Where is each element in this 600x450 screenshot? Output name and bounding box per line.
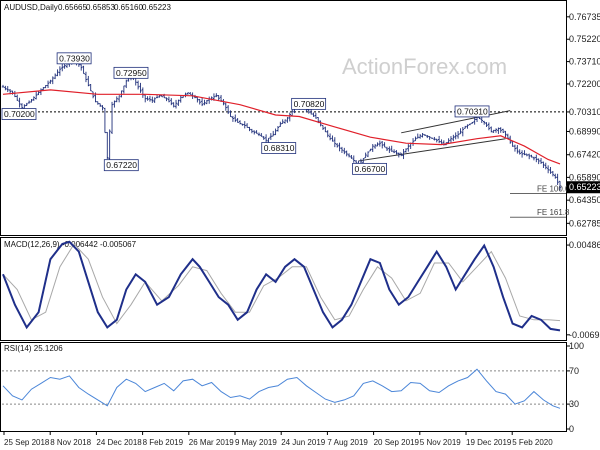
x-axis-label: 25 Sep 2018 — [4, 438, 50, 447]
price-axis-label: 0.67420 — [569, 150, 600, 160]
watermark: ActionForex.com — [342, 54, 507, 79]
x-axis-label: 8 Feb 2019 — [143, 438, 184, 447]
price-annotation-label: 0.66700 — [355, 164, 386, 174]
price-axis-label: 0.70310 — [569, 107, 600, 117]
macd-signal-line — [2, 243, 561, 325]
rsi-line — [2, 368, 561, 409]
price-header-close: 0.65223 — [142, 3, 171, 12]
price-annotation-box — [1, 108, 37, 120]
rsi-panel-frame — [0, 342, 567, 432]
channel-line — [401, 110, 511, 134]
price-panel-frame — [0, 0, 567, 236]
price-annotation-box — [454, 105, 490, 118]
rsi-axis-label: 100 — [569, 341, 584, 351]
fibonacci-label: FE 100.0 — [537, 185, 570, 194]
price-annotation-label: 0.68310 — [264, 143, 295, 153]
price-annotation-box — [352, 162, 387, 175]
ema-line — [2, 89, 561, 165]
price-axis-label: 0.73710 — [569, 57, 600, 67]
macd-title: MACD(12,26,9) -0.006442 -0.005067 — [4, 240, 137, 249]
price-axis-label: 0.68990 — [569, 126, 600, 136]
price-axis-label: 0.64350 — [569, 195, 600, 205]
price-axis-label: 0.76735 — [569, 12, 600, 22]
macd-axis-label: 0.004864 — [569, 240, 600, 250]
rsi-title: RSI(14) 25.1206 — [4, 344, 63, 353]
rsi-axis-label: 30 — [569, 399, 579, 409]
rsi-axis-label: 70 — [569, 366, 579, 376]
price-annotation-label: 0.73930 — [59, 53, 90, 63]
x-axis-label: 26 Mar 2019 — [189, 438, 234, 447]
price-axis-label: 0.75220 — [569, 34, 600, 44]
x-axis-label: 5 Feb 2020 — [512, 438, 553, 447]
price-axis-label: 0.65223 — [569, 182, 600, 192]
price-annotation-box — [291, 97, 327, 110]
price-annotation-label: 0.72950 — [116, 68, 147, 78]
current-price-marker — [567, 181, 600, 194]
x-axis-label: 20 Sep 2019 — [374, 438, 420, 447]
x-axis-label: 24 Jun 2019 — [281, 438, 326, 447]
x-axis-label: 19 Dec 2019 — [466, 438, 512, 447]
x-axis-label: 5 Nov 2019 — [420, 438, 461, 447]
price-annotation-box — [113, 66, 149, 79]
x-axis-label: 7 Aug 2019 — [327, 438, 368, 447]
macd-line — [2, 240, 561, 332]
price-header-high: 0.65853 — [86, 3, 115, 12]
price-annotation-label: 0.70200 — [4, 109, 35, 119]
price-annotation-label: 0.67220 — [106, 160, 137, 170]
x-axis-label: 9 May 2019 — [235, 438, 277, 447]
price-header-low: 0.65160 — [114, 3, 143, 12]
channel-line — [358, 138, 506, 162]
price-axis-label: 0.72200 — [569, 79, 600, 89]
price-annotation-label: 0.70310 — [457, 106, 488, 116]
price-header-symbol: AUDUSD,Daily — [4, 3, 58, 12]
price-annotation-box — [261, 142, 297, 154]
fibonacci-label: FE 161.8 — [537, 208, 570, 217]
price-header-open: 0.65665 — [58, 3, 87, 12]
x-axis-label: 8 Nov 2018 — [50, 438, 91, 447]
rsi-axis-label: 0 — [569, 424, 574, 434]
x-axis-label: 24 Dec 2018 — [96, 438, 142, 447]
price-axis-label: 0.62785 — [569, 218, 600, 228]
macd-axis-label: -0.00698 — [569, 330, 600, 340]
price-annotation-label: 0.70820 — [294, 99, 325, 109]
price-annotation-box — [56, 52, 92, 65]
macd-panel-frame — [0, 237, 567, 341]
price-annotation-box — [103, 159, 139, 172]
price-axis-label: 0.65890 — [569, 172, 600, 182]
